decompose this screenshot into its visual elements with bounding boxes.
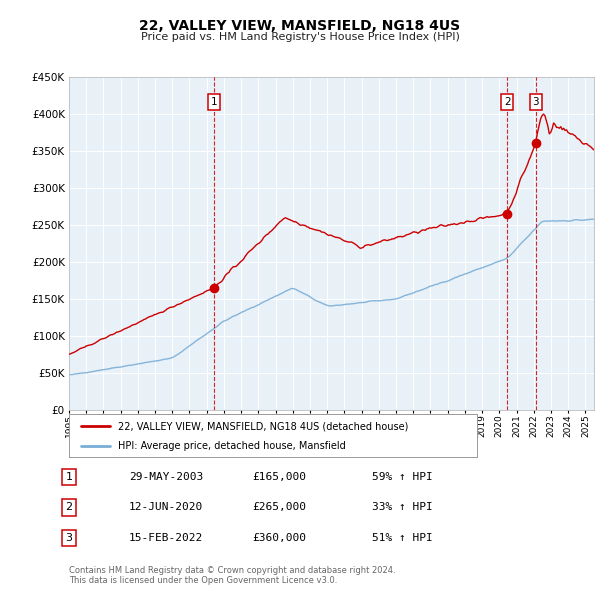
- Text: 1: 1: [65, 472, 73, 481]
- Text: 59% ↑ HPI: 59% ↑ HPI: [372, 472, 433, 481]
- Text: Price paid vs. HM Land Registry's House Price Index (HPI): Price paid vs. HM Land Registry's House …: [140, 32, 460, 42]
- Text: Contains HM Land Registry data © Crown copyright and database right 2024.
This d: Contains HM Land Registry data © Crown c…: [69, 566, 395, 585]
- Text: £360,000: £360,000: [252, 533, 306, 543]
- Text: 15-FEB-2022: 15-FEB-2022: [129, 533, 203, 543]
- Text: £265,000: £265,000: [252, 503, 306, 512]
- Text: £165,000: £165,000: [252, 472, 306, 481]
- Text: 51% ↑ HPI: 51% ↑ HPI: [372, 533, 433, 543]
- Text: 29-MAY-2003: 29-MAY-2003: [129, 472, 203, 481]
- Text: 22, VALLEY VIEW, MANSFIELD, NG18 4US: 22, VALLEY VIEW, MANSFIELD, NG18 4US: [139, 19, 461, 33]
- Text: 12-JUN-2020: 12-JUN-2020: [129, 503, 203, 512]
- Text: 22, VALLEY VIEW, MANSFIELD, NG18 4US (detached house): 22, VALLEY VIEW, MANSFIELD, NG18 4US (de…: [118, 421, 409, 431]
- Text: 3: 3: [533, 97, 539, 107]
- Text: HPI: Average price, detached house, Mansfield: HPI: Average price, detached house, Mans…: [118, 441, 346, 451]
- Text: 2: 2: [65, 503, 73, 512]
- Text: 33% ↑ HPI: 33% ↑ HPI: [372, 503, 433, 512]
- Text: 2: 2: [504, 97, 511, 107]
- Text: 1: 1: [211, 97, 217, 107]
- Text: 3: 3: [65, 533, 73, 543]
